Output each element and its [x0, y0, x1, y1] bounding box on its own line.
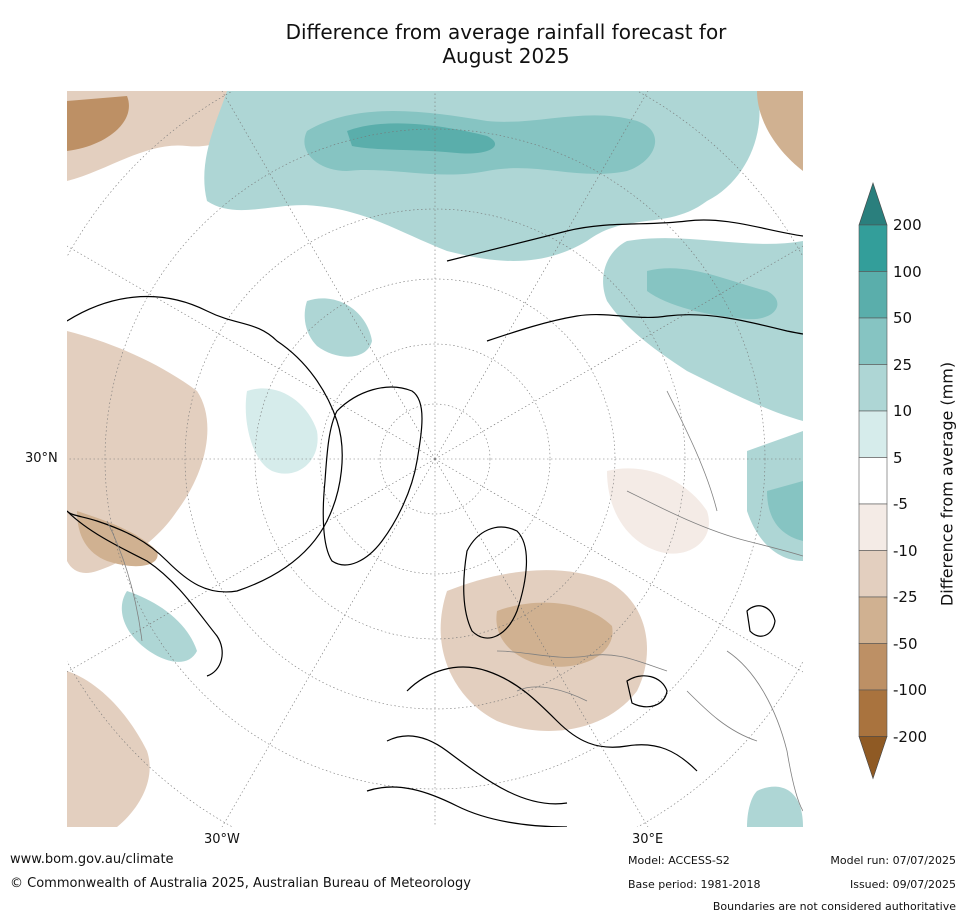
anomaly-dry-zone: [67, 671, 150, 827]
graticule: [67, 91, 803, 827]
meridian-line: [434, 458, 649, 827]
colorbar-tick-label: -10: [893, 541, 918, 560]
country-boundaries: [106, 390, 803, 812]
coastline-greenland: [322, 386, 423, 566]
coastline-scandinavia: [463, 526, 527, 639]
coastline-caspian-sea: [746, 605, 776, 637]
colorbar-bands: [858, 182, 888, 780]
latitude-circle: [319, 343, 551, 575]
anomaly-wet-zone: [347, 123, 496, 154]
colorbar-tick-label: 25: [893, 355, 913, 374]
colorbar-tick-label: -25: [893, 588, 918, 606]
country-boundary: [106, 520, 143, 642]
colorbar-band: [858, 410, 888, 458]
footer-disclaimer: Boundaries are not considered authoritat…: [712, 900, 956, 913]
footer-model: Model: ACCESS-S2: [628, 854, 730, 867]
coastline-mediterranean: [386, 735, 568, 805]
rainfall-anomaly-map: [67, 91, 803, 827]
map-svg: [67, 91, 803, 827]
coastline-europe: [406, 666, 698, 772]
latitude-circle: [104, 128, 766, 790]
footer-model-run: Model run: 07/07/2025: [830, 854, 956, 867]
colorbar-band: [858, 503, 888, 551]
footer-issued: Issued: 09/07/2025: [849, 878, 956, 891]
anomaly-dry-zone: [757, 91, 803, 171]
colorbar-band: [858, 689, 888, 737]
map-title: Difference from average rainfall forecas…: [200, 20, 812, 68]
footer-url[interactable]: www.bom.gov.au/climate: [10, 852, 174, 867]
coastline-north-africa: [366, 786, 568, 827]
anomaly-wet-zone: [304, 298, 372, 357]
latitude-label-30n: 30°N: [25, 451, 58, 466]
map-title-line1: Difference from average rainfall forecas…: [285, 20, 727, 44]
colorbar-band: [858, 457, 888, 505]
colorbar-band: [858, 317, 888, 365]
colorbar-band: [858, 643, 888, 691]
longitude-label-30w: 30°W: [204, 832, 240, 847]
coastline-black-sea: [626, 675, 668, 708]
latitude-circle: [184, 208, 686, 710]
anomaly-dry-zone: [77, 511, 158, 567]
country-boundary: [666, 390, 718, 512]
colorbar-extend-bottom: [858, 736, 888, 780]
colorbar-extend-top: [858, 182, 888, 226]
country-boundary: [726, 650, 803, 812]
colorbar-band: [858, 224, 888, 272]
colorbar-title: Difference from average (mm): [937, 361, 957, 607]
colorbar-tick-label: 50: [893, 309, 913, 327]
country-boundary: [496, 650, 668, 672]
anomaly-wet-zone: [767, 481, 803, 541]
coastline-eurasia: [486, 313, 803, 342]
meridian-line: [221, 91, 436, 460]
colorbar-band: [858, 596, 888, 644]
longitude-label-30e: 30°E: [632, 832, 664, 847]
footer-base-period: Base period: 1981-2018: [628, 878, 761, 891]
country-boundary: [626, 490, 803, 557]
meridian-line: [434, 91, 649, 460]
colorbar-band: [858, 550, 888, 598]
colorbar-tick-label: 10: [893, 402, 913, 420]
anomaly-dry-zone: [67, 331, 208, 573]
colorbar-tick-label: 200: [893, 216, 922, 234]
coastline-eurasia: [446, 219, 803, 262]
map-title-line2: August 2025: [442, 44, 570, 68]
coastline-north-america: [67, 295, 343, 593]
anomaly-dry-zone: [607, 468, 709, 554]
country-boundary: [686, 690, 758, 742]
meridian-line: [67, 245, 436, 460]
colorbar-tick-label: 5: [893, 448, 903, 467]
anomaly-wet-zone: [647, 268, 778, 320]
meridian-line: [67, 458, 436, 673]
footer-copyright: © Commonwealth of Australia 2025, Austra…: [10, 876, 471, 891]
country-boundary: [516, 686, 588, 702]
anomaly-dry-zone: [496, 602, 613, 667]
anomaly-wet-zone: [245, 388, 318, 474]
colorbar-tick-label: -100: [893, 681, 928, 699]
colorbar-band: [858, 271, 888, 319]
colorbar-tick-label: -5: [893, 495, 908, 513]
coastline-north-america: [67, 510, 223, 677]
anomaly-dry-zone: [67, 96, 129, 151]
latitude-circle: [379, 403, 491, 515]
colorbar-band: [858, 364, 888, 412]
anomaly-shading: [67, 91, 803, 827]
meridian-line: [434, 458, 803, 673]
colorbar-tick-label: 100: [893, 262, 922, 281]
coastlines: [67, 219, 803, 827]
meridian-line: [221, 458, 436, 827]
meridian-line: [434, 245, 803, 460]
anomaly-wet-zone: [747, 786, 803, 827]
colorbar: [858, 182, 888, 780]
colorbar-tick-label: -50: [893, 634, 918, 653]
colorbar-tick-label: -200: [893, 727, 928, 746]
